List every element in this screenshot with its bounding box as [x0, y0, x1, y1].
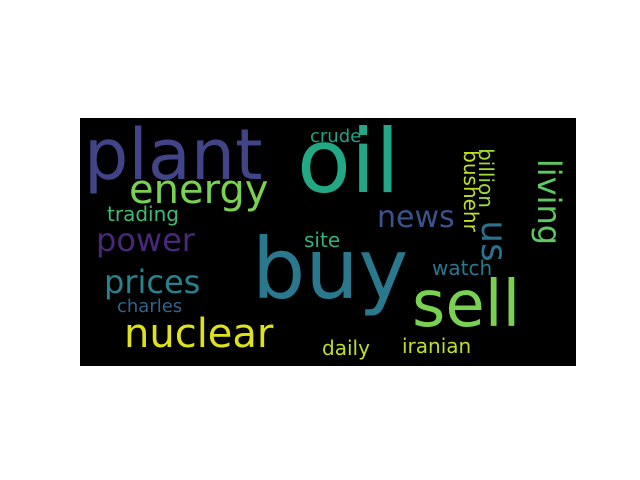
word-trading: trading: [107, 202, 179, 226]
word-energy: energy: [129, 167, 269, 213]
word-cloud: oil plant buy sell energy nuclear power …: [80, 118, 576, 366]
word-site: site: [304, 228, 341, 252]
word-daily: daily: [322, 336, 370, 360]
word-iranian: iranian: [402, 334, 472, 358]
word-buy: buy: [252, 220, 409, 318]
word-billion: billion: [473, 148, 498, 208]
word-charles: charles: [117, 296, 183, 317]
word-crude: crude: [310, 126, 362, 147]
word-oil: oil: [297, 118, 400, 213]
word-sell: sell: [412, 268, 521, 342]
word-power: power: [96, 221, 195, 259]
word-news: news: [377, 200, 455, 235]
word-watch: watch: [432, 256, 493, 280]
word-living: living: [530, 158, 569, 246]
word-prices: prices: [104, 263, 201, 301]
word-nuclear: nuclear: [124, 311, 274, 357]
word-plant: plant: [84, 118, 263, 196]
